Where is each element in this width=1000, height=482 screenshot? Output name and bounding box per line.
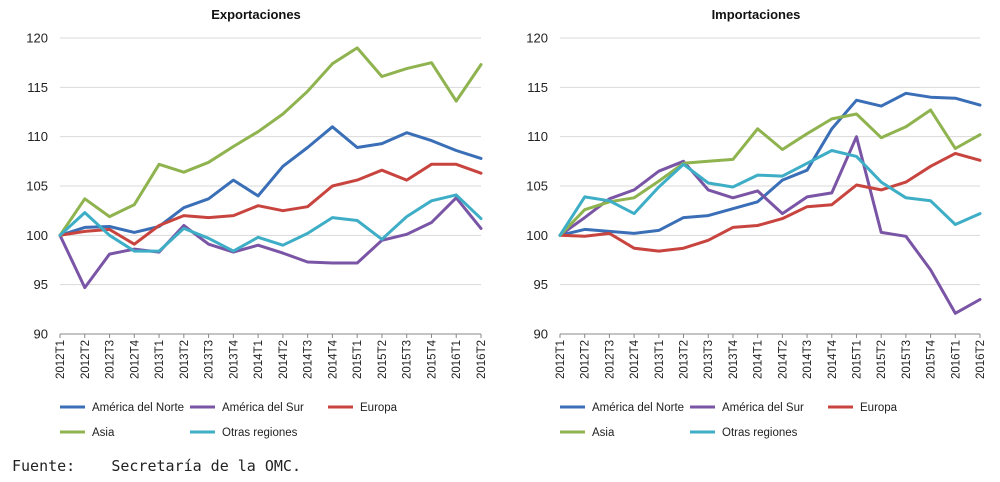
x-tick-label: 2015T4 [926, 339, 938, 379]
source-text: Secretaría de la OMC. [111, 457, 301, 475]
exports-series-otras-regiones [58, 193, 483, 253]
x-tick-label: 2014T4 [827, 339, 839, 379]
x-tick-label: 2013T3 [703, 340, 715, 379]
imports-series-europa [558, 151, 982, 253]
x-tick-label: 2015T2 [876, 340, 888, 379]
legend-label-america-del-norte: América del Norte [592, 402, 684, 414]
x-tick-label: 2013T2 [179, 340, 191, 379]
x-tick-label: 2012T3 [105, 340, 117, 379]
x-tick-label: 2012T2 [580, 340, 592, 379]
x-tick-label: 2014T3 [802, 340, 814, 379]
x-tick-label: 2015T3 [402, 340, 414, 379]
imports-series-america-del-norte [558, 91, 982, 237]
source-label: Fuente: [12, 457, 76, 475]
x-tick-label: 2016T1 [451, 340, 463, 379]
x-tick-label: 2016T2 [975, 340, 987, 379]
legend-label-america-del-sur: América del Sur [222, 402, 304, 414]
exports-chart-title: Exportaciones [211, 7, 301, 22]
x-tick-label: 2015T1 [851, 340, 863, 379]
y-tick-label: 110 [527, 129, 548, 144]
y-tick-label: 120 [26, 31, 48, 46]
exports-legend: América del Norte América del Sur Europa As… [60, 402, 398, 439]
y-tick-label: 90 [34, 327, 48, 342]
y-tick-label: 115 [527, 80, 548, 95]
exports-plot-area: 90 95 100 105 110 115 120 2012T1 2012T2 2012T3 201… [26, 31, 488, 380]
x-tick-label: 2015T3 [901, 340, 913, 379]
legend-label-asia: Asia [592, 427, 615, 439]
y-tick-label: 110 [27, 129, 48, 144]
imports-series-asia [558, 108, 982, 237]
x-tick-label: 2012T3 [604, 340, 616, 379]
x-tick-label: 2013T2 [679, 340, 691, 379]
imports-series-otras-regiones [558, 149, 982, 237]
x-tick-label: 2012T2 [80, 340, 92, 379]
imports-chart: Importaciones 90 95 100 105 110 115 120 2012T1 2… [526, 7, 987, 439]
x-tick-label: 2013T1 [654, 340, 666, 379]
x-tick-label: 2016T1 [950, 340, 962, 379]
y-tick-label: 100 [526, 228, 548, 243]
y-tick-label: 115 [27, 80, 48, 95]
y-tick-label: 90 [534, 327, 548, 342]
legend-label-otras-regiones: Otras regiones [222, 427, 298, 439]
x-tick-label: 2014T3 [303, 340, 315, 379]
legend-label-europa: Europa [860, 402, 898, 414]
x-tick-label: 2012T4 [629, 339, 641, 379]
imports-series-america-del-sur [558, 135, 982, 315]
x-tick-label: 2012T4 [129, 339, 141, 379]
y-tick-label: 105 [26, 179, 48, 194]
legend-label-asia: Asia [92, 427, 115, 439]
x-tick-label: 2015T4 [426, 339, 438, 379]
legend-label-america-del-norte: América del Norte [92, 402, 184, 414]
x-tick-label: 2016T2 [476, 340, 488, 379]
x-tick-label: 2013T4 [228, 339, 240, 379]
x-tick-label: 2014T2 [777, 340, 789, 379]
x-tick-label: 2014T1 [753, 340, 765, 379]
y-tick-label: 100 [26, 228, 48, 243]
imports-plot-area: 90 95 100 105 110 115 120 2012T1 2012T2 2012T3 201… [526, 31, 987, 380]
x-tick-label: 2014T2 [278, 340, 290, 379]
x-tick-label: 2015T1 [352, 340, 364, 379]
x-tick-label: 2014T4 [327, 339, 339, 379]
exports-chart: Exportaciones 90 95 100 105 110 115 120 2012T1 2… [26, 7, 488, 439]
x-tick-label: 2012T1 [55, 340, 67, 379]
imports-chart-title: Importaciones [712, 7, 801, 22]
x-tick-label: 2013T1 [154, 340, 166, 379]
legend-label-america-del-sur: América del Sur [722, 402, 804, 414]
x-tick-label: 2012T1 [555, 340, 567, 379]
y-tick-label: 95 [534, 277, 548, 292]
x-tick-label: 2013T3 [204, 340, 216, 379]
exports-series-america-del-norte [58, 125, 483, 237]
y-tick-label: 105 [526, 179, 548, 194]
x-tick-label: 2014T1 [253, 340, 265, 379]
source-note: Fuente: Secretaría de la OMC. [12, 457, 301, 475]
x-tick-label: 2015T2 [377, 340, 389, 379]
y-tick-label: 120 [526, 31, 548, 46]
exports-series-europa [58, 162, 483, 246]
legend-label-europa: Europa [360, 402, 398, 414]
imports-legend: América del Norte América del Sur Europa As… [560, 402, 898, 439]
legend-label-otras-regiones: Otras regiones [722, 427, 798, 439]
x-tick-label: 2013T4 [728, 339, 740, 379]
y-tick-label: 95 [34, 277, 48, 292]
exports-series-asia [58, 46, 483, 237]
